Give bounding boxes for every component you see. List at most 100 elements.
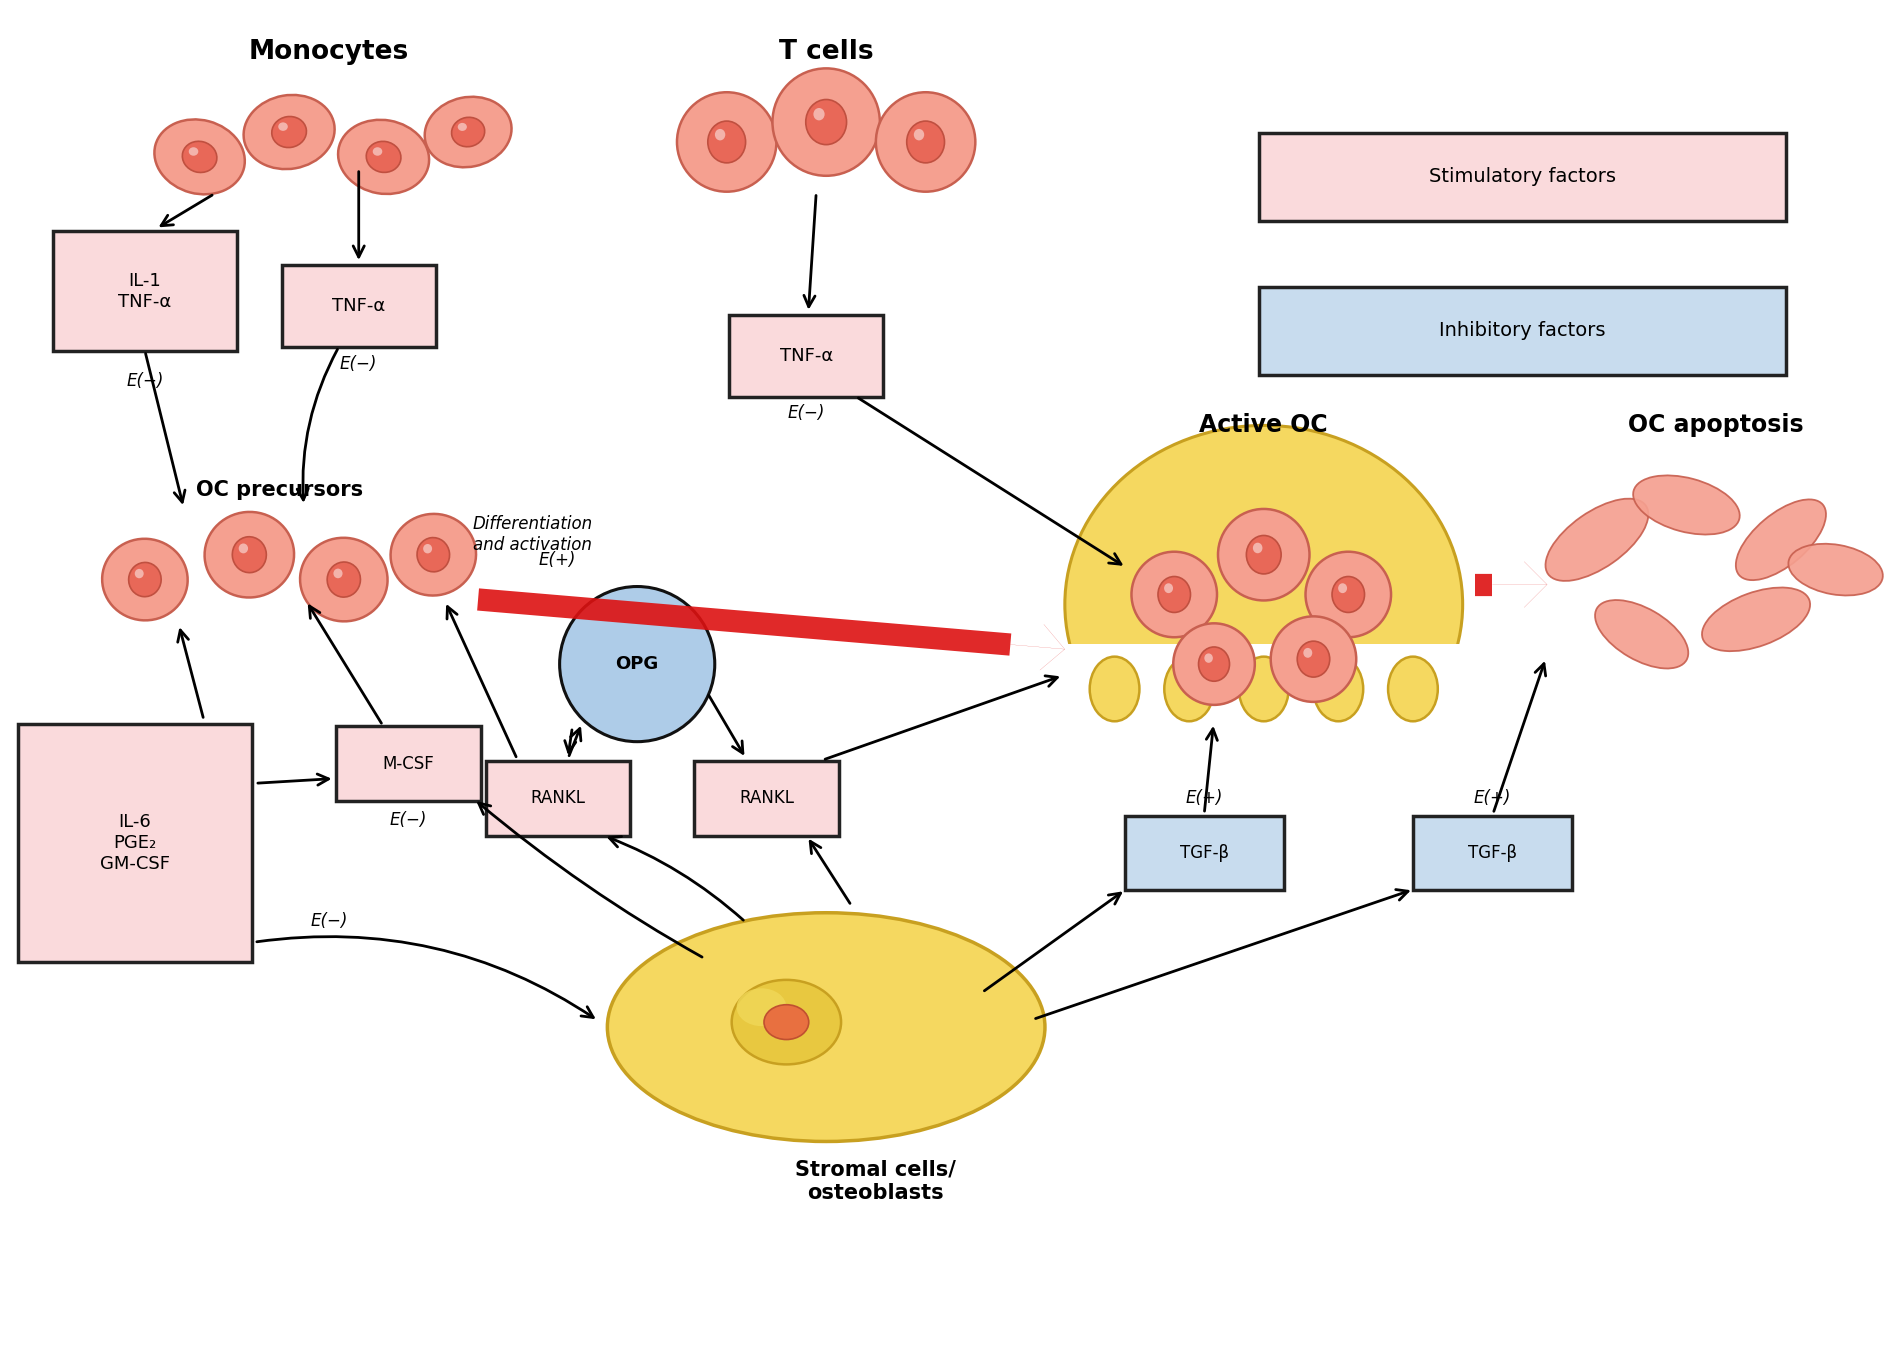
Ellipse shape [1199,647,1229,681]
Ellipse shape [129,562,161,596]
Text: TNF-α: TNF-α [779,346,832,364]
Text: RANKL: RANKL [739,790,794,807]
FancyArrowPatch shape [1205,728,1218,812]
Ellipse shape [1594,600,1689,668]
FancyArrowPatch shape [809,842,849,903]
Ellipse shape [327,562,361,597]
Ellipse shape [233,537,267,573]
Text: OC precursors: OC precursors [195,480,363,501]
Ellipse shape [134,569,144,578]
Ellipse shape [102,539,187,621]
Text: M-CSF: M-CSF [382,754,435,772]
Ellipse shape [424,544,433,554]
FancyArrowPatch shape [446,607,516,757]
Ellipse shape [425,97,512,168]
FancyBboxPatch shape [282,265,435,346]
Text: TGF-β: TGF-β [1467,844,1517,862]
FancyArrowPatch shape [565,730,575,753]
Ellipse shape [1736,499,1827,580]
Ellipse shape [244,95,335,169]
FancyArrowPatch shape [569,728,581,756]
Ellipse shape [182,142,217,172]
FancyArrowPatch shape [1036,889,1409,1019]
Text: E(−): E(−) [127,371,165,390]
Text: Inhibitory factors: Inhibitory factors [1439,322,1605,341]
Ellipse shape [1305,551,1392,637]
FancyArrowPatch shape [178,630,202,717]
Ellipse shape [806,100,847,145]
Ellipse shape [272,116,306,147]
FancyArrowPatch shape [804,195,817,307]
FancyArrowPatch shape [297,349,337,501]
Ellipse shape [1331,577,1365,612]
FancyArrowPatch shape [609,836,743,921]
Ellipse shape [1297,641,1329,677]
Ellipse shape [1089,656,1140,722]
Ellipse shape [1314,656,1363,722]
Ellipse shape [301,537,388,622]
Text: IL-1
TNF-α: IL-1 TNF-α [119,271,172,311]
FancyArrowPatch shape [161,195,212,226]
Bar [1034,644,1492,813]
FancyArrowPatch shape [310,606,382,723]
Ellipse shape [1246,536,1280,574]
Ellipse shape [772,68,879,176]
FancyBboxPatch shape [1413,816,1571,891]
FancyArrowPatch shape [824,675,1057,760]
FancyArrowPatch shape [257,937,594,1018]
Ellipse shape [155,120,244,194]
Text: IL-6
PGE₂
GM-CSF: IL-6 PGE₂ GM-CSF [100,813,170,873]
Text: OPG: OPG [616,655,658,672]
FancyBboxPatch shape [19,724,252,963]
Ellipse shape [1239,656,1288,722]
FancyBboxPatch shape [1259,288,1785,375]
FancyArrowPatch shape [257,773,329,786]
Ellipse shape [452,117,484,147]
Ellipse shape [715,130,726,140]
Ellipse shape [1165,656,1214,722]
FancyBboxPatch shape [486,761,630,836]
Text: E(+): E(+) [1186,790,1223,807]
Text: E(−): E(−) [787,405,824,423]
Ellipse shape [707,121,745,162]
Ellipse shape [1789,544,1883,596]
Ellipse shape [1065,426,1462,783]
Ellipse shape [1165,584,1172,593]
Ellipse shape [1254,543,1263,554]
Text: Stromal cells/
osteoblasts: Stromal cells/ osteoblasts [796,1159,957,1203]
Text: RANKL: RANKL [529,790,584,807]
FancyBboxPatch shape [337,726,480,801]
Ellipse shape [204,512,295,597]
Text: T cells: T cells [779,40,874,65]
Text: TGF-β: TGF-β [1180,844,1229,862]
Text: Monocytes: Monocytes [250,40,408,65]
Ellipse shape [732,979,841,1064]
Ellipse shape [367,142,401,172]
Text: TNF-α: TNF-α [333,297,386,315]
Ellipse shape [1172,623,1256,705]
Text: E(−): E(−) [390,812,427,829]
FancyArrowPatch shape [1494,664,1545,812]
Text: E(−): E(−) [310,911,348,930]
Ellipse shape [913,130,925,140]
Ellipse shape [1303,648,1312,657]
Ellipse shape [607,913,1046,1142]
FancyArrowPatch shape [354,172,365,256]
FancyArrowPatch shape [146,353,185,502]
Circle shape [560,587,715,742]
FancyArrowPatch shape [859,398,1121,565]
FancyArrowPatch shape [709,696,743,753]
Ellipse shape [737,989,787,1026]
Text: OC apoptosis: OC apoptosis [1628,413,1804,438]
Ellipse shape [1339,584,1346,593]
Ellipse shape [1388,656,1437,722]
Ellipse shape [1157,577,1191,612]
Ellipse shape [677,93,777,192]
FancyBboxPatch shape [730,315,883,397]
FancyBboxPatch shape [1259,134,1785,221]
Text: E(+): E(+) [1473,790,1511,807]
FancyBboxPatch shape [53,232,236,351]
Ellipse shape [876,93,976,192]
FancyBboxPatch shape [1125,816,1284,891]
Text: Stimulatory factors: Stimulatory factors [1430,168,1615,187]
